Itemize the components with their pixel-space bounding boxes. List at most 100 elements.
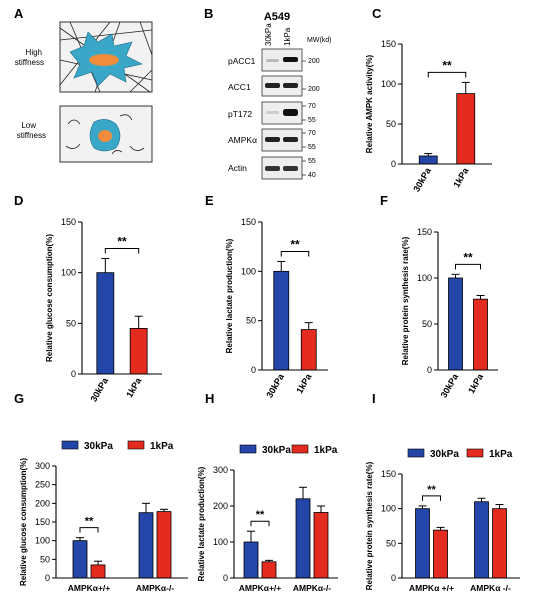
spread-nucleus [89, 54, 119, 66]
x-tick-label-e: 1kPa [294, 371, 314, 395]
significance-label-h: ** [256, 509, 265, 521]
band-ampka-30kpa [265, 137, 280, 142]
bar-f-0 [448, 277, 463, 371]
mw-marker-actin-55: 55 [308, 158, 316, 165]
y-tick-label-c: 50 [386, 119, 396, 129]
band-pacc1-30kpa [266, 59, 279, 62]
bar-f-1 [473, 298, 488, 371]
fiber-loose-low [65, 114, 145, 155]
mw-marker-pt172-55: 55 [308, 117, 316, 124]
mw-marker-pt172-70: 70 [308, 103, 316, 110]
legend-swatch-h-0 [239, 444, 257, 454]
bar-h-0-0 [243, 541, 259, 579]
y-tick-label-i: 150 [381, 469, 396, 479]
mw-marker-ampka-70: 70 [308, 130, 316, 137]
lane-label-30kpa: 30kPa [264, 23, 273, 46]
significance-bracket-d [104, 247, 140, 254]
legend-label-g-1: 1kPa [150, 441, 174, 452]
legend-label-g-0: 30kPa [84, 441, 113, 452]
legend-swatch-i-1 [466, 448, 484, 458]
y-axis-label-h: Relative lactate production(%) [197, 466, 206, 581]
chart-c: C 0 50 100 150 Relative AMPK activity(%) 30kPa… [365, 6, 492, 194]
significance-bracket-h [250, 520, 270, 527]
y-tick-label-c: 150 [381, 39, 396, 49]
mw-marker-actin-40: 40 [308, 172, 316, 179]
y-tick-label-c: 100 [381, 79, 396, 89]
panel-b: B A549 30kPa 1kPa MW(kd) pACC1 200 ACC1 … [204, 6, 332, 180]
bar-h-1-1 [313, 512, 329, 579]
significance-bracket-e [280, 250, 310, 257]
legend-label-h-0: 30kPa [262, 445, 291, 456]
significance-label-d: ** [117, 234, 127, 248]
mw-marker-ampka-55: 55 [308, 144, 316, 151]
bar-g-1-0 [138, 512, 154, 579]
y-axis-label-d: Relative glucose consumption(%) [45, 234, 54, 362]
x-tick-label-h: AMPKα-/- [293, 583, 331, 593]
bar-h-1-0 [295, 498, 311, 579]
bar-g-0-1 [90, 564, 106, 579]
panel-letter-i: I [372, 391, 376, 406]
y-tick-label-d: 150 [61, 217, 76, 227]
y-tick-label-f: 0 [427, 365, 432, 375]
legend-label-i-0: 30kPa [430, 449, 459, 460]
x-tick-label-c: 1kPa [451, 165, 471, 189]
y-axis-label-i: Relative protein synthesis rate(%) [365, 461, 374, 590]
chart-g: G 0 50 100 150 200 250 300 Relative glucose cons… [14, 391, 188, 593]
y-tick-label-e: 150 [241, 217, 256, 227]
chart-f: F 0 50 100 150 Relative protein synthesis rat… [380, 193, 498, 400]
significance-label-c: ** [442, 58, 452, 72]
panel-letter-g: G [14, 391, 24, 406]
y-tick-label-i: 50 [386, 538, 396, 548]
blot-frame-acc1 [261, 75, 303, 97]
charts: C 0 50 100 150 Relative AMPK activity(%) 30kPa… [14, 6, 520, 593]
high-stiffness-label-2: stiffness [15, 58, 44, 67]
x-tick-label-f: 30kPa [439, 371, 461, 399]
blot-label-pt172: pT172 [228, 109, 252, 119]
y-tick-label-g: 150 [35, 517, 50, 527]
bar-i-1-1 [492, 508, 507, 579]
panel-letter-h: H [205, 391, 214, 406]
x-tick-label-d: 30kPa [88, 375, 110, 403]
blot-frame-pt172 [261, 101, 303, 125]
bar-e-1 [300, 329, 317, 371]
significance-bracket-c [427, 71, 467, 78]
legend-swatch-h-1 [291, 444, 309, 454]
y-tick-label-g: 300 [35, 461, 50, 471]
y-tick-label-g: 0 [45, 573, 50, 583]
blot-label-pacc1: pACC1 [228, 56, 256, 66]
lane-label-1kpa: 1kPa [283, 27, 292, 46]
y-tick-label-g: 50 [40, 554, 50, 564]
y-tick-label-g: 100 [35, 536, 50, 546]
bar-c-0 [418, 155, 438, 165]
x-tick-label-i: AMPKα +/+ [409, 583, 454, 593]
bar-g-1-1 [156, 511, 172, 579]
legend-swatch-i-0 [407, 448, 425, 458]
significance-label-f: ** [463, 250, 473, 264]
panel-a: A High stiffness Low stiffness [14, 6, 153, 163]
y-tick-label-h: 0 [223, 573, 228, 583]
significance-bracket-f [455, 263, 481, 270]
mw-marker-pacc1-200: 200 [308, 58, 320, 65]
significance-label-e: ** [290, 237, 300, 251]
y-tick-label-e: 0 [251, 365, 256, 375]
y-tick-label-h: 100 [213, 537, 228, 547]
bar-g-0-0 [72, 540, 88, 579]
y-tick-label-i: 100 [381, 504, 396, 514]
significance-bracket-g [79, 527, 99, 533]
significance-label-g: ** [85, 516, 94, 528]
y-axis-label-c: Relative AMPK activity(%) [365, 54, 374, 153]
band-acc1-1kpa [283, 83, 298, 88]
chart-e: E 0 50 100 150 Relative lactate production(%)… [205, 193, 328, 400]
significance-bracket-i [422, 495, 441, 501]
y-tick-label-h: 300 [213, 465, 228, 475]
y-tick-label-f: 150 [417, 227, 432, 237]
x-tick-label-g: AMPKα-/- [136, 583, 174, 593]
bar-i-0-0 [415, 508, 430, 579]
band-pt172-30kpa [266, 111, 279, 114]
y-axis-label-e: Relative lactate production(%) [225, 238, 234, 353]
round-nucleus [98, 130, 112, 142]
y-tick-label-e: 100 [241, 266, 256, 276]
band-actin-30kpa [265, 166, 280, 171]
legend-swatch-g-1 [127, 440, 145, 450]
